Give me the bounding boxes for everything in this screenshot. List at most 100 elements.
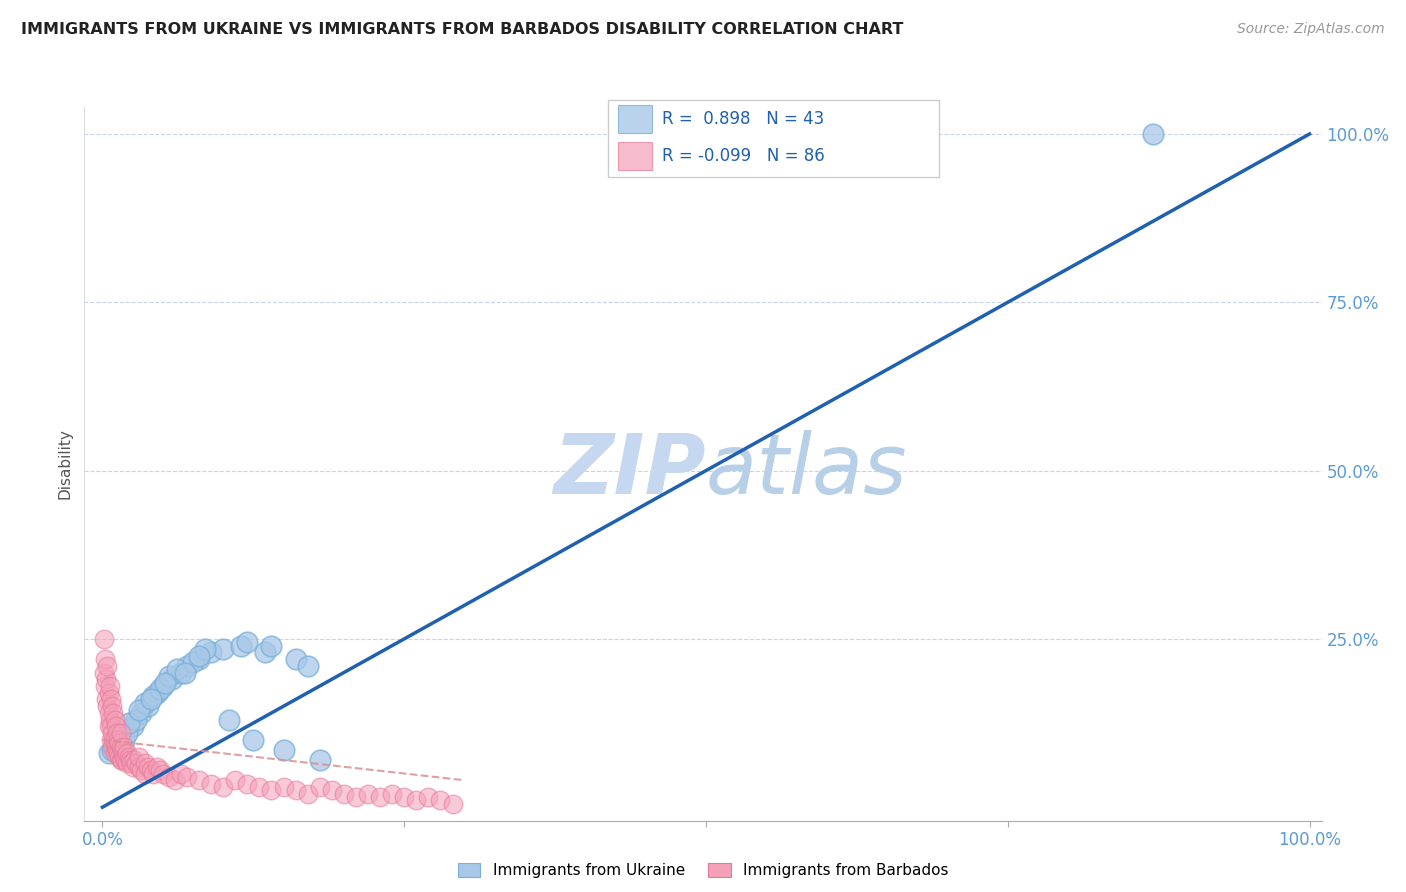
Point [333,787,356,801]
Point [212,642,235,657]
Point [129,763,152,777]
Point [125,756,148,771]
Point [176,658,198,673]
Point [142,766,165,780]
Point [273,743,295,757]
Point [260,783,283,797]
Point [110,753,132,767]
Point [97,747,120,761]
Point [181,656,204,670]
Point [212,780,235,794]
Point [121,760,143,774]
Point [118,716,141,731]
Point [120,753,142,767]
Point [125,713,148,727]
Point [110,726,132,740]
Point [441,797,464,811]
Point [188,648,211,663]
Point [104,719,127,733]
Point [128,760,150,774]
Point [97,706,120,720]
Point [381,787,404,801]
Point [157,669,180,683]
Point [242,732,264,747]
FancyBboxPatch shape [607,100,939,177]
Point [111,743,134,757]
Point [103,706,125,720]
Text: R = -0.099   N = 86: R = -0.099 N = 86 [662,147,825,165]
Point [107,732,129,747]
Text: ZIP: ZIP [554,430,706,511]
Point [170,766,193,780]
Point [1142,127,1164,141]
Text: Source: ZipAtlas.com: Source: ZipAtlas.com [1237,22,1385,37]
Point [101,739,124,754]
Point [121,719,143,733]
Point [139,763,162,777]
Point [157,770,180,784]
Point [100,732,122,747]
Point [115,726,138,740]
Point [297,787,319,801]
Point [103,713,125,727]
Point [103,732,125,747]
Point [344,790,367,805]
Point [188,652,211,666]
Point [129,706,152,720]
Point [112,739,135,754]
Point [110,736,132,750]
Point [104,739,127,754]
Point [107,747,129,761]
Point [101,726,124,740]
Point [170,665,193,680]
Point [134,766,156,780]
Point [188,773,211,788]
Point [357,787,380,801]
Point [93,632,115,646]
Bar [619,104,652,133]
Point [96,699,118,714]
Point [139,692,162,706]
Point [138,760,160,774]
Point [368,790,391,805]
Point [100,692,122,706]
Y-axis label: Disability: Disability [58,428,73,500]
Bar [619,142,652,170]
Point [254,645,277,659]
Point [112,749,135,764]
Point [284,783,307,797]
Point [103,747,125,761]
Point [134,696,156,710]
Point [231,639,253,653]
Point [166,662,188,676]
Point [110,739,132,754]
Point [98,713,121,727]
Point [273,780,295,794]
Point [120,756,142,771]
Text: atlas: atlas [706,430,908,511]
Point [103,739,125,754]
Point [321,783,343,797]
Point [236,635,259,649]
Point [418,790,440,805]
Point [284,652,307,666]
Point [94,673,117,687]
Point [247,780,270,794]
Point [111,753,134,767]
Point [260,639,283,653]
Point [93,665,115,680]
Point [152,766,174,780]
Point [146,760,169,774]
Point [224,773,246,788]
Point [138,699,160,714]
Point [94,692,117,706]
Point [194,642,217,657]
Point [200,645,222,659]
Point [94,679,117,693]
Point [173,665,195,680]
Point [101,699,124,714]
Point [308,753,330,767]
Point [146,686,169,700]
Point [162,673,184,687]
Point [108,749,131,764]
